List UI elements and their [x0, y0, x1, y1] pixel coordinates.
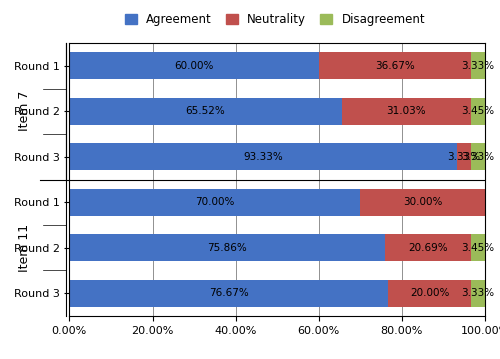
Bar: [70, 188, 360, 216]
Text: 3.33%: 3.33%: [448, 152, 481, 162]
Bar: [70, 234, 384, 261]
Bar: [471, 143, 485, 171]
Bar: [70, 280, 388, 307]
Text: 31.03%: 31.03%: [386, 106, 426, 116]
Text: 65.52%: 65.52%: [186, 106, 226, 116]
Text: 20.00%: 20.00%: [410, 288, 450, 298]
Bar: [388, 280, 471, 307]
Text: 93.33%: 93.33%: [244, 152, 283, 162]
Bar: [471, 52, 485, 79]
Bar: [70, 52, 319, 79]
Bar: [342, 98, 470, 125]
Bar: [70, 98, 342, 125]
Text: 3.45%: 3.45%: [462, 243, 494, 253]
Text: 36.67%: 36.67%: [375, 61, 415, 71]
Text: 3.33%: 3.33%: [462, 152, 494, 162]
Text: Item 7: Item 7: [18, 91, 32, 131]
Text: 75.86%: 75.86%: [207, 243, 247, 253]
Text: 30.00%: 30.00%: [403, 197, 442, 207]
Bar: [360, 188, 485, 216]
Text: 70.00%: 70.00%: [195, 197, 234, 207]
Text: 3.45%: 3.45%: [462, 106, 494, 116]
Text: Item 11: Item 11: [18, 224, 32, 272]
Text: 60.00%: 60.00%: [174, 61, 214, 71]
Legend: Agreement, Neutrality, Disagreement: Agreement, Neutrality, Disagreement: [121, 9, 429, 29]
Text: 3.33%: 3.33%: [462, 61, 494, 71]
Text: 76.67%: 76.67%: [209, 288, 248, 298]
Bar: [384, 234, 470, 261]
Text: 3.33%: 3.33%: [462, 288, 494, 298]
Bar: [458, 143, 471, 171]
Text: 20.69%: 20.69%: [408, 243, 448, 253]
Bar: [70, 143, 458, 171]
Bar: [471, 280, 485, 307]
Bar: [470, 98, 485, 125]
Bar: [319, 52, 471, 79]
Bar: [470, 234, 485, 261]
